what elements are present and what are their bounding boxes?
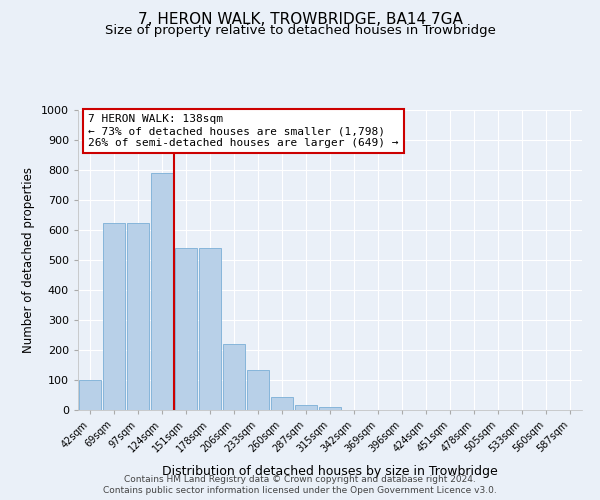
Y-axis label: Number of detached properties: Number of detached properties xyxy=(22,167,35,353)
Bar xyxy=(199,248,221,410)
Bar xyxy=(127,222,149,410)
Bar xyxy=(175,248,197,410)
Text: Contains public sector information licensed under the Open Government Licence v3: Contains public sector information licen… xyxy=(103,486,497,495)
Text: Contains HM Land Registry data © Crown copyright and database right 2024.: Contains HM Land Registry data © Crown c… xyxy=(124,475,476,484)
Bar xyxy=(103,222,125,410)
Bar xyxy=(247,370,269,410)
Text: Size of property relative to detached houses in Trowbridge: Size of property relative to detached ho… xyxy=(104,24,496,37)
Bar xyxy=(223,344,245,410)
Bar xyxy=(319,407,341,410)
Bar xyxy=(295,404,317,410)
X-axis label: Distribution of detached houses by size in Trowbridge: Distribution of detached houses by size … xyxy=(162,465,498,478)
Bar xyxy=(151,173,173,410)
Text: 7 HERON WALK: 138sqm
← 73% of detached houses are smaller (1,798)
26% of semi-de: 7 HERON WALK: 138sqm ← 73% of detached h… xyxy=(88,114,398,148)
Bar xyxy=(271,397,293,410)
Bar xyxy=(79,380,101,410)
Text: 7, HERON WALK, TROWBRIDGE, BA14 7GA: 7, HERON WALK, TROWBRIDGE, BA14 7GA xyxy=(137,12,463,28)
